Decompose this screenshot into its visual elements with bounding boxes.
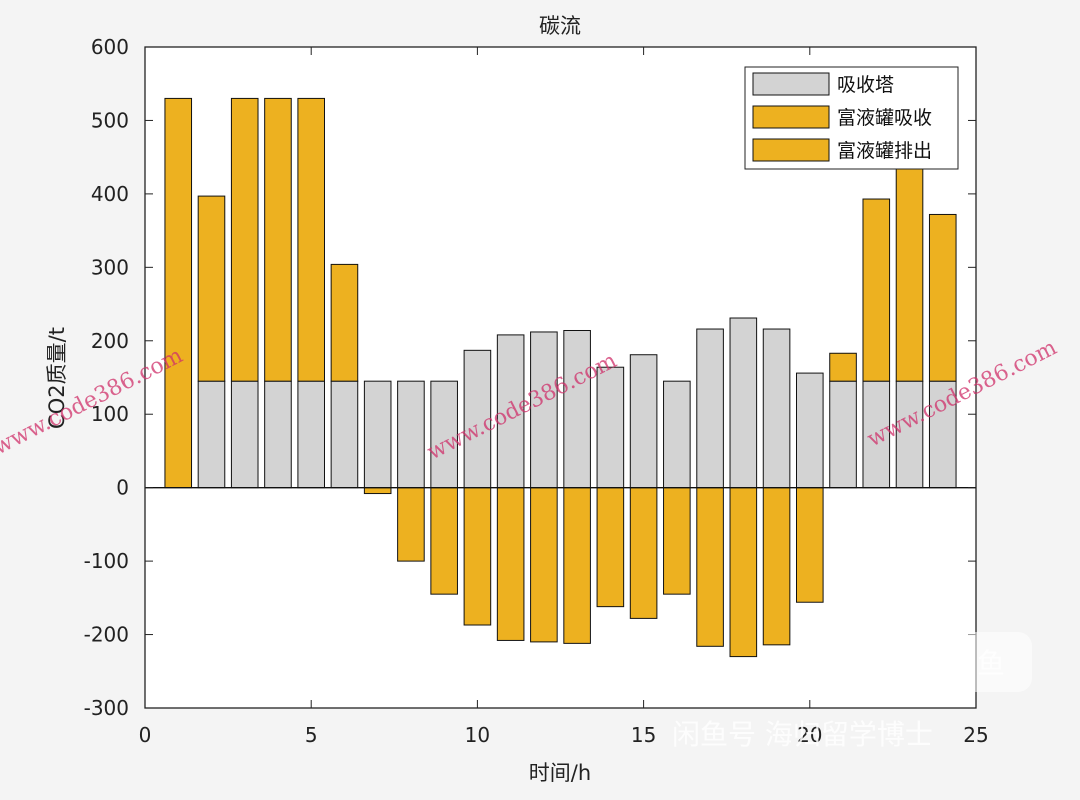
y-tick-label-300: 300	[91, 255, 129, 279]
bar-series1-x23	[895, 160, 924, 382]
bar-series0-x17	[696, 328, 724, 489]
bar-series0-x9	[430, 380, 458, 489]
bar-series2-x9	[430, 487, 458, 595]
y-tick-label-400: 400	[91, 182, 129, 206]
bar-series1-x3	[230, 97, 259, 382]
plot-frame	[144, 46, 977, 709]
chart-title: 碳流	[539, 14, 581, 38]
bar-series0-x13	[563, 329, 591, 489]
legend-label-1: 富液罐吸收	[837, 107, 932, 129]
bar-series2-x8	[397, 487, 425, 562]
bar-series0-x4	[264, 380, 292, 489]
bar-series1-x22	[862, 198, 891, 382]
y-tick-label-0: 0	[116, 476, 129, 500]
y-tick-label--100: -100	[84, 549, 129, 573]
y-tick-label-500: 500	[91, 108, 129, 132]
bar-series1-x6	[330, 263, 359, 382]
watermark-platform-text: 闲鱼号 海归留学博士	[672, 718, 933, 751]
bar-series1-x21	[829, 352, 857, 382]
legend-label-0: 吸收塔	[837, 74, 894, 96]
bar-series0-x12	[530, 331, 558, 489]
watermark-logo-text: 闲鱼	[949, 647, 1005, 680]
y-tick-label--300: -300	[84, 696, 129, 720]
bar-series2-x19	[762, 487, 791, 646]
ticks-group: 0 5 10 15 20 25 -300 -200 -100 0 100 200 300 400 500 60…	[84, 35, 989, 747]
bar-series2-x17	[696, 487, 724, 647]
bar-series2-x13	[563, 487, 591, 644]
x-tick-label-25: 25	[963, 723, 988, 747]
bar-series0-x11	[496, 334, 525, 489]
bar-series0-x8	[397, 380, 425, 489]
legend-swatch-2	[752, 138, 830, 162]
legend-label-2: 富液罐排出	[837, 140, 932, 162]
bar-series2-x14	[596, 487, 625, 608]
bars-group	[164, 97, 957, 658]
bar-series2-x10	[463, 487, 492, 626]
bar-series2-x20	[796, 487, 824, 603]
y-tick-label-100: 100	[91, 402, 129, 426]
bar-series0-x18	[729, 317, 758, 489]
bar-series0-x21	[829, 380, 857, 489]
bar-series0-x7	[363, 380, 392, 489]
bar-series0-x10	[463, 349, 492, 489]
y-tick-label--200: -200	[84, 623, 129, 647]
bar-series2-x16	[663, 487, 691, 595]
bar-series1-x4	[264, 97, 292, 382]
x-tick-label-20: 20	[797, 723, 822, 747]
bar-series1-x5	[297, 97, 325, 382]
bar-series2-x18	[729, 487, 758, 658]
bar-series0-x20	[796, 372, 824, 489]
bar-series0-x3	[230, 380, 259, 489]
bar-series0-x19	[762, 328, 791, 489]
bar-series2-x15	[629, 487, 658, 619]
bar-series0-x15	[629, 354, 658, 489]
bar-series0-x2	[197, 380, 226, 489]
bar-series2-x12	[530, 487, 558, 643]
x-tick-label-0: 0	[139, 723, 152, 747]
x-tick-label-10: 10	[465, 723, 490, 747]
bar-series0-x14	[596, 366, 625, 489]
x-axis-title: 时间/h	[529, 761, 591, 785]
bar-series1-x24	[928, 213, 957, 382]
bar-series1-x1	[164, 97, 193, 489]
bar-series2-x11	[496, 487, 525, 641]
y-tick-label-200: 200	[91, 329, 129, 353]
x-tick-label-5: 5	[305, 723, 318, 747]
y-axis-title: CO2质量/t	[45, 327, 69, 429]
x-tick-label-15: 15	[631, 723, 656, 747]
bar-series0-x6	[330, 380, 359, 489]
legend-swatch-0	[752, 72, 830, 96]
bar-series1-x2	[197, 195, 226, 382]
legend-swatch-1	[752, 105, 830, 129]
watermark-logo-badge	[922, 632, 1032, 692]
bar-series2-x7	[363, 487, 392, 495]
bar-series0-x5	[297, 380, 325, 489]
y-tick-label-600: 600	[91, 35, 129, 59]
bar-series0-x16	[663, 380, 691, 489]
